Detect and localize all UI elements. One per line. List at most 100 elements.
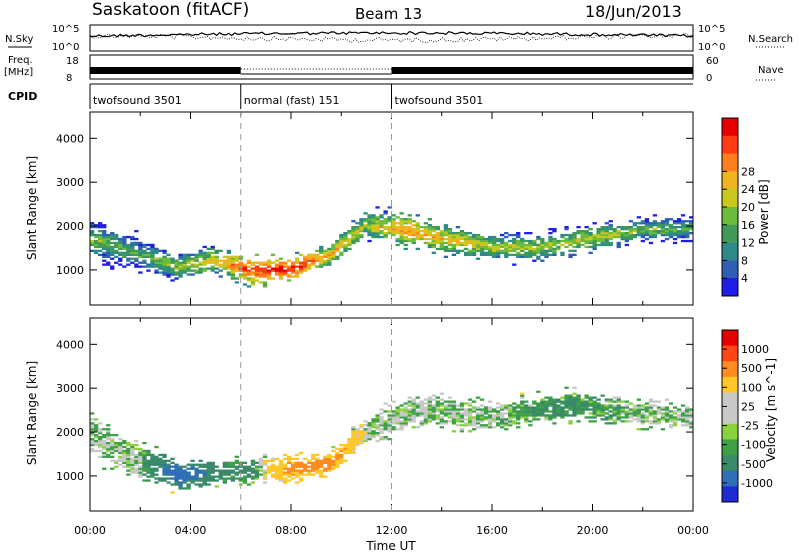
- heat-cell: [447, 402, 453, 405]
- heat-cell: [138, 449, 143, 453]
- heat-cell: [194, 265, 199, 268]
- heat-cell: [624, 416, 629, 419]
- heat-cell: [367, 224, 372, 227]
- heat-cell: [170, 469, 175, 472]
- heat-cell: [560, 412, 565, 415]
- heat-cell: [206, 259, 211, 262]
- heat-cell: [387, 404, 392, 407]
- heat-cell: [162, 465, 167, 468]
- heat-cell: [254, 475, 260, 478]
- heat-cell: [459, 414, 465, 417]
- heat-cell: [335, 447, 340, 451]
- heat-cell: [230, 267, 235, 270]
- heat-cell: [395, 416, 400, 419]
- heat-cell: [415, 426, 420, 429]
- heat-cell: [102, 445, 107, 449]
- heat-cell: [222, 477, 227, 480]
- heat-cell: [471, 406, 477, 409]
- heat-cell: [158, 463, 163, 466]
- heat-cell: [516, 251, 521, 254]
- heat-cell: [588, 408, 593, 411]
- heat-cell: [552, 243, 557, 247]
- heat-cell: [475, 412, 481, 415]
- heat-cell: [278, 467, 284, 470]
- heat-cell: [484, 243, 489, 247]
- heat-cell: [600, 410, 605, 413]
- heat-cell: [632, 235, 637, 239]
- heat-cell: [479, 410, 485, 413]
- heat-cell: [632, 233, 637, 237]
- heat-cell: [339, 453, 344, 457]
- heat-cell: [242, 271, 248, 274]
- heat-cell: [110, 445, 115, 449]
- heat-cell: [283, 481, 288, 484]
- heat-cell: [375, 222, 380, 225]
- heat-cell: [339, 443, 344, 447]
- heat-cell: [572, 410, 577, 413]
- heat-cell: [146, 471, 151, 474]
- heat-cell: [496, 243, 501, 247]
- heat-cell: [134, 259, 139, 262]
- heat-cell: [648, 408, 654, 411]
- heat-cell: [411, 241, 416, 245]
- heat-cell: [126, 245, 131, 249]
- heat-cell: [258, 275, 264, 278]
- heat-cell: [387, 230, 392, 233]
- heat-cell: [451, 253, 457, 256]
- heat-cell: [640, 406, 645, 409]
- heat-cell: [226, 469, 231, 472]
- heat-cell: [194, 477, 199, 480]
- heat-cell: [395, 412, 400, 415]
- heat-cell: [383, 228, 388, 231]
- heat-cell: [371, 420, 376, 423]
- heat-cell: [110, 443, 115, 447]
- heat-cell: [186, 477, 191, 480]
- heat-cell: [504, 241, 509, 245]
- heat-cell: [343, 245, 348, 249]
- heat-cell: [190, 475, 195, 478]
- heat-cell: [443, 233, 449, 237]
- heat-cell: [395, 408, 400, 411]
- heat-cell: [443, 224, 449, 227]
- heat-cell: [564, 237, 569, 241]
- heat-cell: [162, 455, 167, 458]
- heat-cell: [150, 259, 155, 262]
- heat-cell: [544, 410, 549, 413]
- heat-cell: [351, 239, 356, 243]
- heat-cell: [552, 412, 557, 415]
- heat-cell: [379, 424, 384, 427]
- heat-cell: [632, 414, 637, 417]
- heat-cell: [544, 406, 549, 409]
- heat-cell: [556, 245, 561, 249]
- heat-cell: [347, 443, 352, 447]
- heat-cell: [307, 259, 312, 262]
- heat-cell: [379, 428, 384, 431]
- heat-cell: [150, 251, 155, 254]
- heat-cell: [122, 243, 127, 247]
- heat-cell: [648, 410, 654, 413]
- heat-cell: [628, 408, 633, 411]
- heat-cell: [379, 412, 384, 415]
- heat-cell: [459, 233, 465, 237]
- velocity-colorbar-tick-label: 100: [741, 381, 762, 394]
- heat-cell: [427, 396, 432, 399]
- heat-cell: [427, 404, 432, 407]
- heat-cell: [242, 263, 248, 266]
- heat-cell: [262, 475, 268, 478]
- heat-cell: [287, 469, 292, 472]
- heat-cell: [162, 257, 167, 260]
- heat-cell: [584, 400, 589, 403]
- heat-cell: [540, 400, 545, 403]
- heat-cell: [628, 232, 633, 235]
- heat-cell: [689, 422, 694, 425]
- heat-cell: [479, 235, 485, 239]
- heat-cell: [367, 424, 372, 427]
- heat-cell: [689, 408, 694, 411]
- heat-cell: [652, 422, 658, 425]
- heat-cell: [162, 259, 167, 262]
- heat-cell: [98, 428, 103, 431]
- heat-cell: [351, 438, 356, 441]
- heat-cell: [166, 469, 171, 472]
- heat-cell: [680, 232, 686, 235]
- heat-cell: [138, 451, 143, 455]
